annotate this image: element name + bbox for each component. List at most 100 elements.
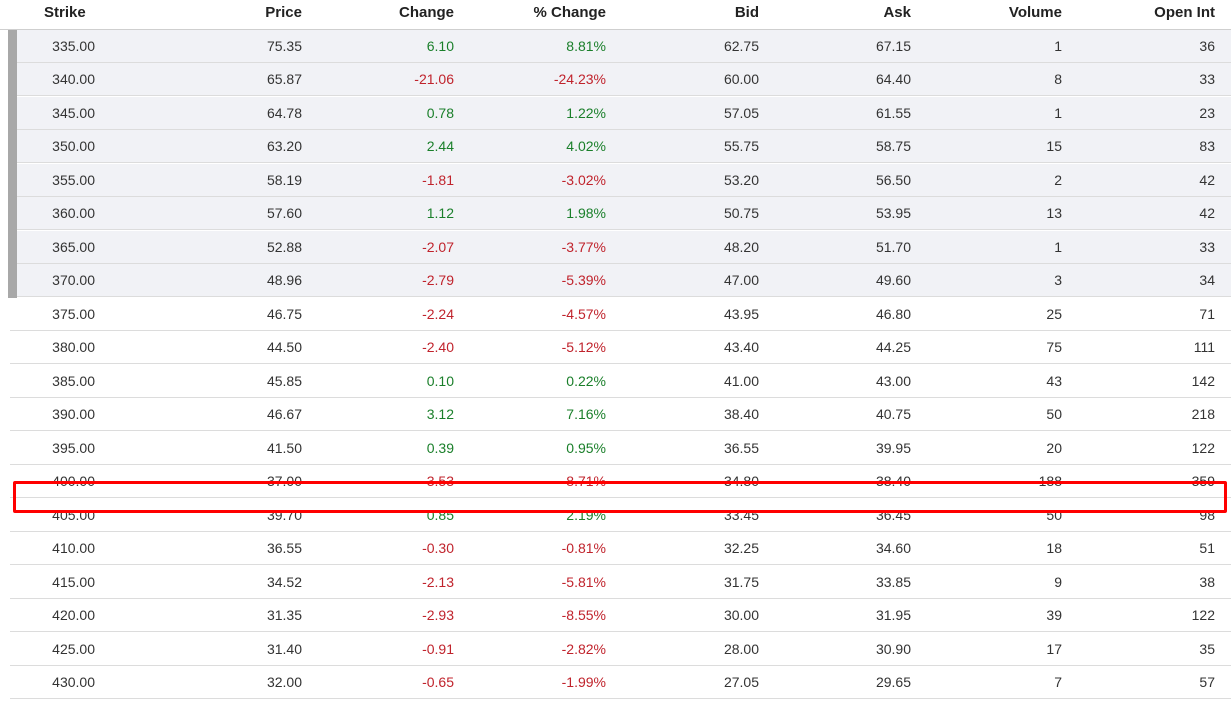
volume-cell: 18 [1046,540,1062,556]
table-row[interactable]: 400.00 37.00 -3.53 -8.71% 34.80 38.40 188 359 [10,465,1231,498]
strike-cell: 420.00 [52,607,95,623]
table-row[interactable]: 365.00 52.88 -2.07 -3.77% 48.20 51.70 1 33 [8,230,1231,265]
in-the-money-marker [8,163,17,198]
table-row[interactable]: 345.00 64.78 0.78 1.22% 57.05 61.55 1 23 [8,96,1231,131]
change-cell: -1.81 [422,171,454,188]
header-ask[interactable]: Ask [883,4,911,21]
strike-cell: 430.00 [52,674,95,690]
strike-cell: 355.00 [52,171,95,188]
in-the-money-marker [8,63,17,97]
volume-cell: 75 [1046,339,1062,355]
in-the-money-marker [8,96,17,131]
ask-cell: 58.75 [875,138,911,154]
pct-change-cell: 0.95% [566,439,606,456]
volume-cell: 39 [1046,607,1062,623]
pct-change-cell: -0.81% [561,540,606,556]
price-cell: 32.00 [266,674,302,690]
header-change[interactable]: Change [398,4,454,21]
strike-cell: 345.00 [52,104,95,121]
change-cell: -0.65 [422,674,454,690]
pct-change-cell: 4.02% [566,138,606,154]
change-cell: 6.10 [426,37,454,54]
change-cell: -2.24 [422,305,454,322]
table-row[interactable]: 380.00 44.50 -2.40 -5.12% 43.40 44.25 75 111 [10,331,1231,364]
in-the-money-marker [8,29,17,64]
pct-change-cell: 8.81% [566,37,606,54]
pct-change-cell: -5.39% [561,272,606,288]
table-row[interactable]: 350.00 63.20 2.44 4.02% 55.75 58.75 15 83 [8,130,1231,164]
ask-cell: 46.80 [875,305,911,322]
price-cell: 65.87 [266,71,302,87]
ask-cell: 40.75 [875,406,911,422]
strike-cell: 415.00 [52,573,95,590]
table-row[interactable]: 370.00 48.96 -2.79 -5.39% 47.00 49.60 3 34 [8,264,1231,298]
price-cell: 41.50 [266,439,302,456]
header-volume[interactable]: Volume [1008,4,1062,21]
ask-cell: 30.90 [875,640,911,657]
pct-change-cell: -3.77% [561,238,606,255]
header-strike[interactable]: Strike [44,4,86,21]
table-row[interactable]: 390.00 46.67 3.12 7.16% 38.40 40.75 50 218 [10,398,1231,431]
price-cell: 64.78 [266,104,302,121]
table-row[interactable]: 425.00 31.40 -0.91 -2.82% 28.00 30.90 17 35 [10,633,1231,666]
pct-change-cell: 1.22% [566,104,606,121]
bid-cell: 36.55 [723,439,759,456]
table-row[interactable]: 410.00 36.55 -0.30 -0.81% 32.25 34.60 18 51 [10,532,1231,565]
price-cell: 57.60 [266,205,302,221]
pct-change-cell: -8.55% [561,607,606,623]
strike-cell: 380.00 [52,339,95,355]
bid-cell: 27.05 [723,674,759,690]
table-row[interactable]: 415.00 34.52 -2.13 -5.81% 31.75 33.85 9 38 [10,566,1231,599]
table-row[interactable]: 355.00 58.19 -1.81 -3.02% 53.20 56.50 2 42 [8,163,1231,198]
in-the-money-marker [8,230,17,265]
price-cell: 37.00 [266,473,302,489]
table-row[interactable]: 335.00 75.35 6.10 8.81% 62.75 67.15 1 36 [8,29,1231,64]
volume-cell: 1 [1054,104,1062,121]
header-price[interactable]: Price [265,4,302,21]
ask-cell: 53.95 [875,205,911,221]
header-open-int[interactable]: Open Int [1154,4,1215,21]
open-int-cell: 359 [1191,473,1215,489]
table-row[interactable]: 420.00 31.35 -2.93 -8.55% 30.00 31.95 39 122 [10,599,1231,632]
strike-cell: 370.00 [52,272,95,288]
bid-cell: 33.45 [723,506,759,523]
header-pct-change[interactable]: % Change [533,4,606,21]
table-row[interactable]: 395.00 41.50 0.39 0.95% 36.55 39.95 20 122 [10,432,1231,465]
bid-cell: 62.75 [723,37,759,54]
volume-cell: 1 [1054,238,1062,255]
change-cell: -2.79 [422,272,454,288]
ask-cell: 61.55 [875,104,911,121]
bid-cell: 38.40 [723,406,759,422]
change-cell: 0.78 [426,104,454,121]
ask-cell: 56.50 [875,171,911,188]
change-cell: 0.10 [426,372,454,389]
volume-cell: 188 [1038,473,1062,489]
open-int-cell: 51 [1199,540,1215,556]
table-row[interactable]: 340.00 65.87 -21.06 -24.23% 60.00 64.40 8 33 [8,63,1231,97]
bid-cell: 55.75 [723,138,759,154]
volume-cell: 1 [1054,37,1062,54]
price-cell: 31.40 [266,640,302,657]
strike-cell: 425.00 [52,640,95,657]
change-cell: -2.93 [422,607,454,623]
pct-change-cell: -24.23% [553,71,606,87]
table-row[interactable]: 385.00 45.85 0.10 0.22% 41.00 43.00 43 142 [10,365,1231,398]
pct-change-cell: -5.81% [561,573,606,590]
volume-cell: 20 [1046,439,1062,456]
table-row[interactable]: 430.00 32.00 -0.65 -1.99% 27.05 29.65 7 57 [10,666,1231,699]
open-int-cell: 42 [1199,205,1215,221]
volume-cell: 8 [1054,71,1062,87]
ask-cell: 38.40 [875,473,911,489]
change-cell: -2.40 [422,339,454,355]
bid-cell: 60.00 [723,71,759,87]
header-bid[interactable]: Bid [734,4,759,21]
table-header: Strike Price Change % Change Bid Ask Vol… [0,0,1231,30]
table-row[interactable]: 405.00 39.70 0.85 2.19% 33.45 36.45 50 98 [10,499,1231,532]
open-int-cell: 98 [1199,506,1215,523]
change-cell: 0.39 [426,439,454,456]
volume-cell: 2 [1054,171,1062,188]
table-row[interactable]: 360.00 57.60 1.12 1.98% 50.75 53.95 13 42 [8,197,1231,231]
table-row[interactable]: 375.00 46.75 -2.24 -4.57% 43.95 46.80 25 71 [10,298,1231,331]
ask-cell: 34.60 [875,540,911,556]
volume-cell: 50 [1046,506,1062,523]
